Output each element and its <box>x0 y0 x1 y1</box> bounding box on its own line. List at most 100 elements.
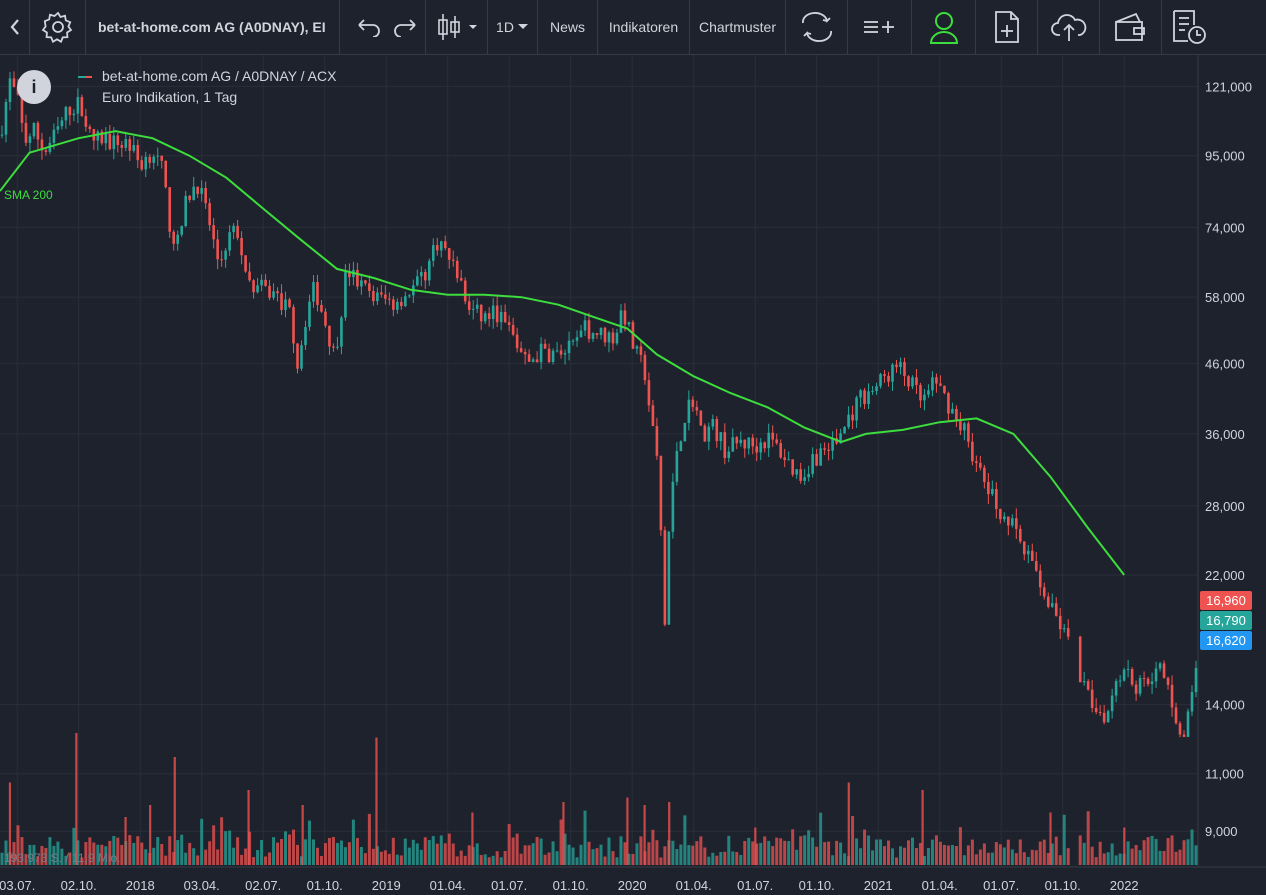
candle-body <box>995 489 998 510</box>
volume-bar <box>531 843 535 865</box>
new-document-button[interactable] <box>976 0 1038 54</box>
candle-body <box>1094 707 1098 713</box>
candle-body <box>555 350 559 352</box>
candle-body <box>735 437 739 444</box>
candle-body <box>344 272 347 318</box>
volume-bar <box>36 856 40 865</box>
volume-bar <box>288 834 292 865</box>
news-button[interactable]: News <box>538 0 598 54</box>
volume-bar <box>723 851 727 865</box>
redo-button[interactable] <box>384 0 426 54</box>
candle-body <box>463 280 467 302</box>
x-tick-label: 01.04. <box>922 878 958 893</box>
candle-body <box>751 437 755 447</box>
candle-body <box>320 304 323 312</box>
x-tick-label: 03.07. <box>0 878 35 893</box>
candle-body <box>475 304 479 309</box>
volume-bar <box>276 842 280 865</box>
user-button[interactable] <box>912 0 976 54</box>
volume-bar <box>4 840 8 865</box>
candle-body <box>651 405 655 427</box>
volume-spike <box>626 797 629 865</box>
volume-bar <box>867 835 871 865</box>
candle-body <box>72 113 76 116</box>
volume-bar <box>591 849 595 865</box>
patterns-button[interactable]: Chartmuster <box>690 0 786 54</box>
volume-spike <box>754 827 757 865</box>
indicators-button[interactable]: Indikatoren <box>598 0 690 54</box>
volume-bar <box>611 851 615 865</box>
compare-button[interactable] <box>786 0 848 54</box>
add-indicator-button[interactable] <box>848 0 912 54</box>
wallet-button[interactable] <box>1100 0 1162 54</box>
settings-button[interactable] <box>30 0 86 54</box>
candle-body <box>168 187 172 232</box>
info-badge[interactable]: i <box>17 70 51 104</box>
price-chart[interactable]: 121,000 95,000 74,000 58,000 46,000 36,000 28,… <box>0 55 1266 895</box>
candle-body <box>104 133 108 144</box>
volume-bar <box>292 829 296 865</box>
volume-bar <box>435 843 439 865</box>
volume-bar <box>1170 835 1174 865</box>
y-tick-label: 74,000 <box>1205 220 1245 235</box>
candle-body <box>208 203 211 226</box>
volume-bar <box>519 853 523 865</box>
volume-bar <box>459 850 463 865</box>
candle-body <box>991 489 994 495</box>
candle-body <box>44 150 48 152</box>
candle-body <box>727 451 731 458</box>
undo-button[interactable] <box>340 0 384 54</box>
candle-body <box>276 291 279 294</box>
y-tick-label: 121,000 <box>1205 79 1252 94</box>
volume-bar <box>559 819 563 865</box>
volume-bar <box>1146 837 1150 865</box>
candle-body <box>663 530 667 625</box>
candle-body <box>328 325 331 347</box>
legend-subtitle-row: Euro Indikation, 1 Tag <box>78 87 336 108</box>
report-button[interactable] <box>1162 0 1216 54</box>
redo-icon <box>393 19 416 37</box>
report-clock-icon <box>1173 10 1206 44</box>
symbol-selector[interactable]: bet-at-home.com AG (A0DNAY), EI <box>86 0 340 54</box>
candle-body <box>627 322 631 325</box>
volume-bar <box>783 840 787 865</box>
candle-body <box>495 305 499 323</box>
volume-bar <box>323 843 327 865</box>
candle-body <box>679 441 683 452</box>
cloud-upload-button[interactable] <box>1038 0 1100 54</box>
volume-bar <box>280 838 284 865</box>
patterns-label: Chartmuster <box>698 19 777 35</box>
candle-body <box>252 280 255 293</box>
back-button[interactable] <box>0 0 30 54</box>
volume-bar <box>974 854 978 865</box>
candle-body <box>1034 561 1038 571</box>
volume-bar <box>12 842 16 865</box>
interval-selector[interactable]: 1D <box>488 0 538 54</box>
volume-bar <box>551 841 555 865</box>
candle-body <box>759 442 763 453</box>
volume-bar <box>204 849 208 865</box>
volume-bar <box>443 843 447 865</box>
x-tick-label: 02.10. <box>61 878 97 893</box>
volume-bar <box>978 849 982 865</box>
volume-bar <box>1014 853 1018 865</box>
volume-spike <box>247 790 250 865</box>
candle-body <box>503 311 507 323</box>
candle-body <box>435 245 439 251</box>
candle-body <box>1098 712 1102 714</box>
volume-bar <box>511 837 515 865</box>
volume-bar <box>399 855 403 865</box>
candle-body <box>763 442 767 449</box>
candle-body <box>695 407 699 411</box>
candle-body <box>723 432 727 458</box>
candle-body <box>539 343 543 363</box>
candle-body <box>376 292 379 302</box>
volume-bar <box>88 837 92 865</box>
chart-type-button[interactable] <box>426 0 488 54</box>
candle-body <box>719 432 723 442</box>
volume-bar <box>619 836 623 865</box>
candle-body <box>224 250 227 260</box>
candle-body <box>519 348 523 352</box>
volume-spike <box>643 805 646 865</box>
candle-body <box>983 467 986 482</box>
